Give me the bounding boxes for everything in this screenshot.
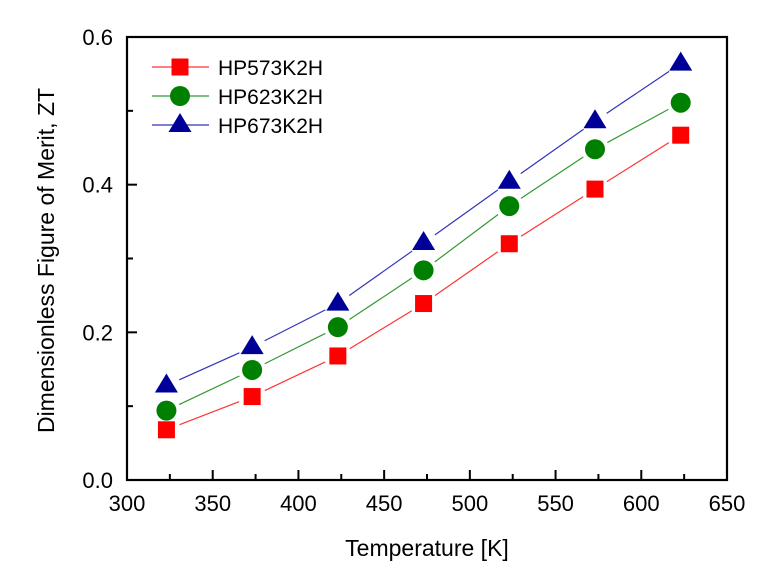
data-point-triangle xyxy=(154,373,178,393)
data-point-circle xyxy=(242,359,263,380)
legend-marker-circle-icon xyxy=(170,86,190,106)
series-line-segment xyxy=(264,332,326,365)
data-point-square xyxy=(672,126,690,144)
series-line-segment xyxy=(434,189,499,236)
data-point-circle xyxy=(499,196,520,217)
data-point-square xyxy=(329,347,347,365)
y-tick-label: 0.0 xyxy=(82,468,113,493)
data-point-triangle xyxy=(669,51,693,71)
data-point-square xyxy=(500,235,518,253)
y-axis-title: Dimensionless Figure of Merit, ZT xyxy=(33,88,59,433)
series-layer xyxy=(154,51,693,439)
legend-marker-square-icon xyxy=(171,58,189,76)
legend-marker-triangle-icon xyxy=(168,113,192,133)
x-tick-label: 550 xyxy=(537,491,574,516)
series-line-segment xyxy=(349,310,412,350)
data-point-triangle xyxy=(326,291,350,311)
data-point-triangle xyxy=(412,231,436,251)
x-tick-label: 500 xyxy=(451,491,488,516)
legend-item: HP623K2H xyxy=(152,86,323,109)
plot-frame xyxy=(125,35,729,482)
data-point-square xyxy=(157,421,175,439)
legend-label: HP623K2H xyxy=(218,86,323,109)
series-HP623K2H xyxy=(156,92,691,421)
x-tick-label: 400 xyxy=(280,491,317,516)
data-point-triangle xyxy=(497,169,521,189)
y-tick-label: 0.6 xyxy=(82,25,113,50)
data-point-triangle xyxy=(240,335,264,355)
series-line-segment xyxy=(606,142,670,183)
series-line-segment xyxy=(349,277,413,320)
series-line-segment xyxy=(348,250,413,296)
y-axis-ticks: 0.0 0.2 0.4 0.6 xyxy=(82,25,137,493)
legend-item: HP673K2H xyxy=(152,113,323,138)
data-point-circle xyxy=(413,260,434,281)
legend: HP573K2H HP623K2H HP673K2H xyxy=(152,57,323,138)
legend-label: HP673K2H xyxy=(218,115,323,138)
series-line-segment xyxy=(607,108,669,144)
series-line-segment xyxy=(179,401,240,426)
series-HP673K2H xyxy=(154,51,693,393)
series-line-segment xyxy=(178,352,240,381)
series-line-segment xyxy=(606,70,670,114)
x-axis-title: Temperature [K] xyxy=(345,535,509,561)
series-HP573K2H xyxy=(157,126,690,439)
series-line-segment xyxy=(520,128,584,175)
series-line-segment xyxy=(434,213,499,263)
data-point-circle xyxy=(327,317,348,338)
series-line-segment xyxy=(520,156,584,199)
x-tick-label: 600 xyxy=(623,491,660,516)
series-line-segment xyxy=(434,251,499,297)
x-tick-label: 450 xyxy=(366,491,403,516)
x-tick-label: 300 xyxy=(109,491,146,516)
y-tick-label: 0.2 xyxy=(82,320,113,345)
data-point-triangle xyxy=(583,109,607,129)
series-line-segment xyxy=(264,309,326,342)
data-point-square xyxy=(586,180,604,198)
series-line-segment xyxy=(520,196,584,237)
y-tick-label: 0.4 xyxy=(82,173,113,198)
legend-label: HP573K2H xyxy=(218,57,323,80)
data-point-circle xyxy=(156,400,177,421)
x-tick-label: 350 xyxy=(194,491,231,516)
data-point-square xyxy=(415,295,433,313)
data-point-circle xyxy=(585,139,605,160)
data-point-circle xyxy=(670,92,691,113)
x-axis-ticks: 300 350 400 450 500 550 600 650 xyxy=(109,470,746,516)
legend-item: HP573K2H xyxy=(152,57,323,80)
series-line-segment xyxy=(178,375,240,406)
x-tick-label: 650 xyxy=(709,491,746,516)
data-point-square xyxy=(243,388,261,406)
series-line-segment xyxy=(264,361,326,392)
